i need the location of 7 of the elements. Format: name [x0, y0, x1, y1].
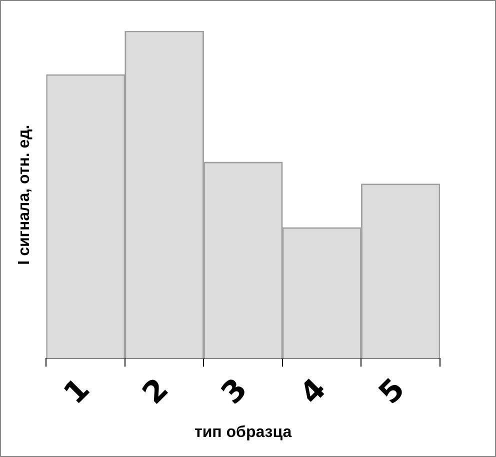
x-tick-label: 3 — [214, 372, 254, 412]
x-tick-label: 2 — [136, 372, 176, 412]
x-tick-label: 1 — [57, 372, 97, 412]
x-tick-label: 5 — [372, 372, 412, 412]
x-tick-label: 4 — [294, 372, 334, 412]
y-axis-title: I сигнала, отн. ед. — [16, 124, 34, 265]
x-axis-title: тип образца — [194, 424, 292, 441]
